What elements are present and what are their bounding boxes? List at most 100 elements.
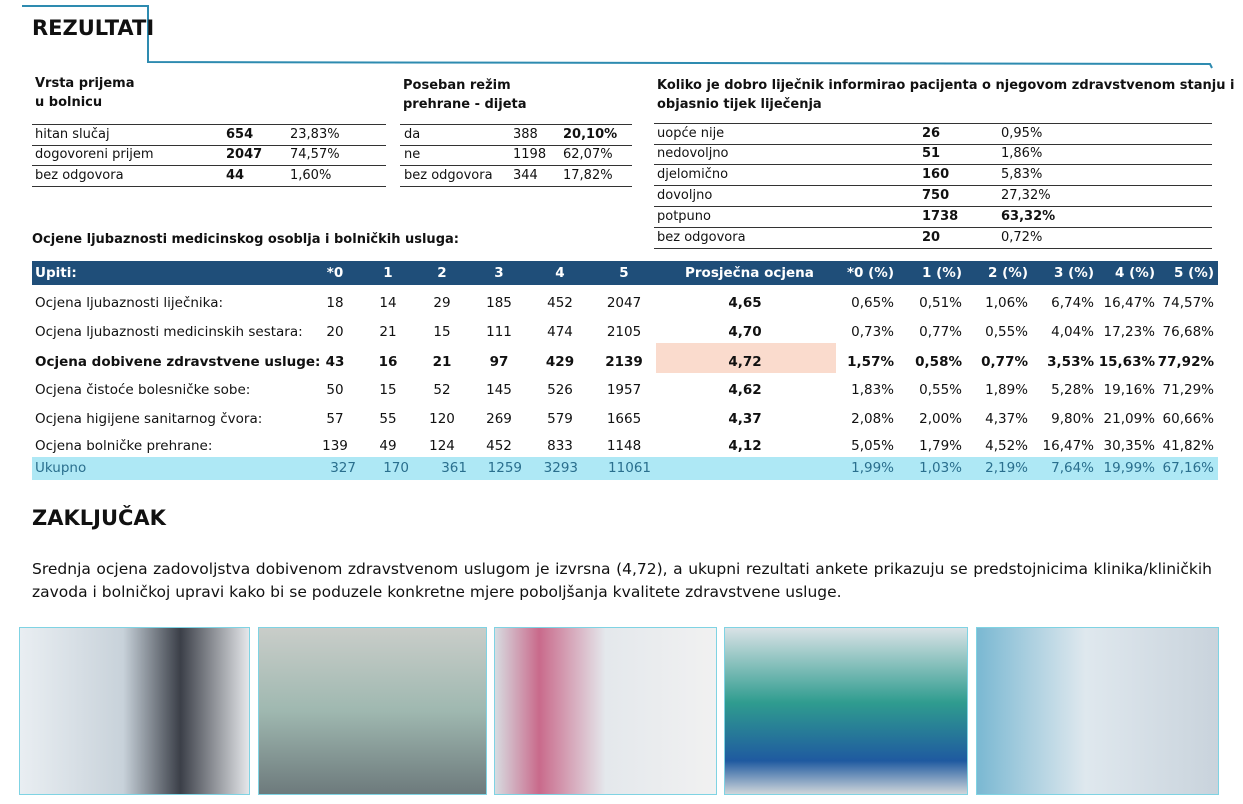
percent: 1,83% — [851, 382, 894, 398]
percent: 67,16% — [1162, 460, 1214, 476]
average: 4,65 — [728, 295, 762, 311]
table-heading: Koliko je dobro liječnik informirao paci… — [657, 78, 1235, 93]
table-cell: 1738 — [922, 209, 959, 224]
table-cell: 5,83% — [1001, 167, 1043, 182]
count: 21 — [432, 354, 452, 370]
count: 145 — [486, 382, 512, 398]
table-cell: djelomično — [657, 167, 729, 182]
percent: 5,28% — [1051, 382, 1094, 398]
count: 97 — [489, 354, 509, 370]
column-header: Prosječna ocjena — [685, 265, 814, 281]
total-band — [32, 457, 1218, 480]
table-heading: Poseban režim — [403, 78, 511, 93]
column-header: 2 (%) — [988, 265, 1028, 281]
percent: 4,04% — [1051, 324, 1094, 340]
table-row: Ocjena ljubaznosti medicinskih sestara: 2… — [32, 319, 1218, 345]
table-cell: 20 — [922, 230, 941, 245]
table-cell: 1,60% — [290, 168, 332, 183]
average: 4,70 — [728, 324, 762, 340]
percent: 60,66% — [1162, 411, 1214, 427]
table-cell: 2047 — [226, 147, 263, 162]
table-row: djelomično 160 5,83% — [654, 165, 1212, 186]
table-cell: 27,32% — [1001, 188, 1051, 203]
percent: 0,73% — [851, 324, 894, 340]
column-header: 4 (%) — [1115, 265, 1155, 281]
percent: 15,63% — [1098, 354, 1155, 370]
column-header: *0 — [326, 265, 344, 281]
percent: 0,55% — [919, 382, 962, 398]
count: 474 — [547, 324, 573, 340]
table-row: dogovoreni prijem 2047 74,57% — [32, 145, 386, 166]
count: 3293 — [543, 460, 578, 476]
title-frame — [22, 5, 1213, 69]
row-label: Ocjena ljubaznosti medicinskih sestara: — [35, 324, 303, 340]
table-cell: dogovoreni prijem — [35, 147, 154, 162]
table-row: Ocjena čistoće bolesničke sobe: 50 15 52 145… — [32, 377, 1218, 403]
table-header: Upiti: *0 1 2 3 4 5 Prosječna ocjena *0 (%) 1 (%)… — [32, 261, 1218, 285]
count: 11061 — [608, 460, 651, 476]
table-cell: 344 — [513, 168, 538, 183]
percent: 2,19% — [985, 460, 1028, 476]
table-cell: 654 — [226, 127, 254, 142]
table-cell: 1198 — [513, 147, 547, 162]
table-heading: objasnio tijek liječenja — [657, 97, 822, 112]
row-label: Ocjena dobivene zdravstvene usluge: — [35, 354, 321, 370]
column-header: 2 — [437, 265, 447, 281]
count: 49 — [379, 438, 397, 454]
column-header: 1 (%) — [922, 265, 962, 281]
column-header: 4 — [555, 265, 565, 281]
section-title: ZAKLJUČAK — [32, 506, 166, 530]
percent: 17,23% — [1103, 324, 1155, 340]
photo — [494, 627, 717, 795]
count: 43 — [325, 354, 345, 370]
table-cell: 0,72% — [1001, 230, 1043, 245]
paragraph: Srednja ocjena zadovoljstva dobivenom zd… — [32, 560, 1212, 601]
percent: 0,65% — [851, 295, 894, 311]
percent: 0,77% — [919, 324, 962, 340]
percent: 0,77% — [981, 354, 1028, 370]
row-label: Ocjena higijene sanitarnog čvora: — [35, 411, 263, 427]
table-row: Ocjena bolničke prehrane: 139 49 124 452 833 1… — [32, 433, 1218, 459]
count: 429 — [545, 354, 575, 370]
table-cell: hitan slučaj — [35, 127, 110, 142]
percent: 76,68% — [1162, 324, 1214, 340]
count: 15 — [433, 324, 451, 340]
table-row: ne 1198 62,07% — [400, 145, 632, 166]
average: 4,62 — [728, 382, 762, 398]
table-cell: 62,07% — [563, 147, 613, 162]
average: 4,37 — [728, 411, 762, 427]
count: 111 — [486, 324, 512, 340]
table-row: bez odgovora 44 1,60% — [32, 166, 386, 187]
row-label: Ocjena bolničke prehrane: — [35, 438, 213, 454]
count: 170 — [383, 460, 409, 476]
percent: 74,57% — [1162, 295, 1214, 311]
table-cell: uopće nije — [657, 126, 725, 141]
photo — [19, 627, 250, 795]
percent: 21,09% — [1103, 411, 1155, 427]
percent: 6,74% — [1051, 295, 1094, 311]
count: 15 — [379, 382, 397, 398]
frame-line — [22, 5, 1213, 69]
count: 2139 — [605, 354, 643, 370]
percent: 4,52% — [985, 438, 1028, 454]
percent: 0,58% — [915, 354, 962, 370]
table-cell: 160 — [922, 167, 950, 182]
percent: 1,06% — [985, 295, 1028, 311]
photo — [258, 627, 487, 795]
table-row: da 388 20,10% — [400, 124, 632, 146]
count: 16 — [378, 354, 398, 370]
percent: 7,64% — [1051, 460, 1094, 476]
count: 1957 — [606, 382, 642, 398]
table-row: Ocjena dobivene zdravstvene usluge: 43 16 2… — [32, 349, 1218, 375]
count: 20 — [326, 324, 344, 340]
percent: 9,80% — [1051, 411, 1094, 427]
percent: 41,82% — [1162, 438, 1214, 454]
percent: 19,99% — [1103, 460, 1155, 476]
average: 4,12 — [728, 438, 762, 454]
table-row: hitan slučaj 654 23,83% — [32, 124, 386, 146]
column-header: 3 (%) — [1054, 265, 1094, 281]
count: 18 — [326, 295, 344, 311]
row-label: Ukupno — [35, 460, 87, 476]
table-cell: ne — [404, 147, 421, 162]
table-cell: 750 — [922, 188, 950, 203]
